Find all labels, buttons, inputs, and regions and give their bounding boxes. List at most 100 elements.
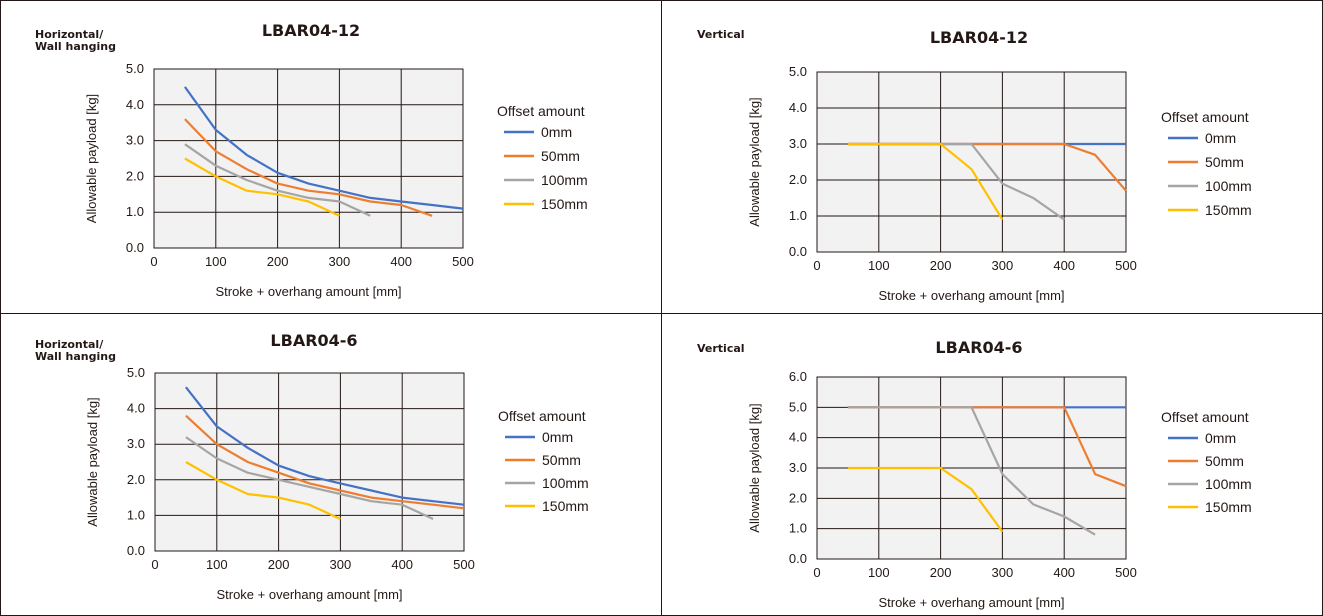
chart-title: LBAR04-6 [935,338,1022,357]
x-tick-label: 400 [1053,565,1075,580]
x-axis-label: Stroke + overhang amount [mm] [878,288,1064,303]
x-axis-label: Stroke + overhang amount [mm] [216,587,402,602]
mounting-label: Wall hanging [35,350,116,363]
x-tick-label: 0 [813,565,820,580]
x-tick-label: 200 [930,565,952,580]
y-tick-label: 4.0 [789,100,807,115]
legend-entry: 0mm [541,124,572,140]
series-line-100mm [847,406,1096,536]
legend-entry: 50mm [1205,154,1244,170]
x-tick-label: 300 [329,254,351,269]
legend-entry: 150mm [542,498,589,514]
x-tick-label: 300 [992,258,1014,273]
y-tick-label: 4.0 [126,97,144,112]
x-tick-label: 500 [1115,565,1137,580]
y-tick-label: 6.0 [789,369,807,384]
y-tick-label: 2.0 [127,472,145,487]
x-tick-label: 100 [206,557,228,572]
chart-lbar04-6-vertical: Vertical LBAR04-6 0 100 200 300 400 500 0.0 1.0 2.… [697,338,1252,610]
plot-area [153,68,464,249]
y-axis-label: Allowable payload [kg] [747,97,762,226]
series-line-100mm [184,143,371,217]
x-tick-label: 200 [930,258,952,273]
y-tick-label: 0.0 [789,551,807,566]
y-tick-label: 3.0 [789,460,807,475]
x-tick-label: 200 [267,254,289,269]
series-line-0mm [184,86,464,210]
y-tick-label: 0.0 [127,543,145,558]
legend-entry: 50mm [1205,453,1244,469]
mounting-label: Horizontal/ [35,28,104,41]
mounting-label: Wall hanging [35,40,116,53]
chart-lbar04-12-vertical: Vertical LBAR04-12 0 100 200 300 400 500 0.0 1.0 2… [697,28,1252,303]
series-line-0mm [185,386,465,506]
y-tick-label: 5.0 [789,64,807,79]
x-tick-label: 500 [452,254,474,269]
y-tick-label: 2.0 [126,168,144,183]
y-axis-label: Allowable payload [kg] [85,397,100,526]
y-tick-label: 5.0 [126,61,144,76]
series-line-50mm [185,414,465,510]
mounting-label: Vertical [697,28,745,41]
chart-title: LBAR04-12 [930,28,1028,47]
y-tick-label: 5.0 [127,365,145,380]
legend-title: Offset amount [1161,409,1249,425]
y-tick-label: 0.0 [789,244,807,259]
y-axis-label: Allowable payload [kg] [747,403,762,532]
x-tick-label: 500 [1115,258,1137,273]
x-tick-label: 100 [205,254,227,269]
chart-lbar04-12-horizontal: Horizontal/Wall hanging LBAR04-12 0 100 200 3… [35,21,588,299]
legend-entry: 50mm [542,452,581,468]
chart-title: LBAR04-12 [262,21,360,40]
y-tick-label: 2.0 [789,490,807,505]
series-line-150mm [847,466,1004,533]
legend-entry: 0mm [1205,430,1236,446]
x-axis-label: Stroke + overhang amount [mm] [878,595,1064,610]
y-tick-label: 0.0 [126,240,144,255]
y-tick-label: 4.0 [789,430,807,445]
y-tick-label: 1.0 [127,507,145,522]
legend-title: Offset amount [497,103,585,119]
legend-entry: 150mm [1205,202,1252,218]
x-tick-label: 300 [330,557,352,572]
legend-entry: 50mm [541,148,580,164]
y-tick-label: 1.0 [789,208,807,223]
chart-lbar04-6-horizontal: Horizontal/Wall hanging LBAR04-6 0 100 200 30… [35,331,589,602]
y-tick-label: 2.0 [789,172,807,187]
y-tick-label: 3.0 [789,136,807,151]
series-line-150mm [184,157,340,217]
y-tick-label: 3.0 [127,436,145,451]
plot-area [816,71,1127,253]
legend-entry: 0mm [1205,130,1236,146]
series-line-50mm [184,118,433,217]
series-line-150mm [847,142,1004,221]
legend-title: Offset amount [1161,109,1249,125]
legend-entry: 150mm [541,196,588,212]
y-tick-label: 1.0 [789,521,807,536]
x-tick-label: 0 [813,258,820,273]
mounting-label: Vertical [697,342,745,355]
x-tick-label: 300 [992,565,1014,580]
y-tick-label: 5.0 [789,399,807,414]
y-tick-label: 1.0 [126,204,144,219]
x-tick-label: 400 [1053,258,1075,273]
legend-entry: 100mm [542,475,589,491]
y-tick-label: 3.0 [126,133,144,148]
legend-entry: 150mm [1205,499,1252,515]
series-line-150mm [185,461,341,520]
legend-entry: 100mm [1205,178,1252,194]
legend-entry: 0mm [542,429,573,445]
mounting-label: Horizontal/ [35,338,104,351]
x-axis-label: Stroke + overhang amount [mm] [215,284,401,299]
x-tick-label: 500 [453,557,475,572]
legend-entry: 100mm [541,172,588,188]
x-tick-label: 200 [268,557,290,572]
y-axis-label: Allowable payload [kg] [84,94,99,223]
x-tick-label: 0 [150,254,157,269]
x-tick-label: 400 [390,254,412,269]
x-tick-label: 100 [868,258,890,273]
plot-area [154,372,465,552]
x-tick-label: 400 [391,557,413,572]
series-line-100mm [185,436,434,520]
